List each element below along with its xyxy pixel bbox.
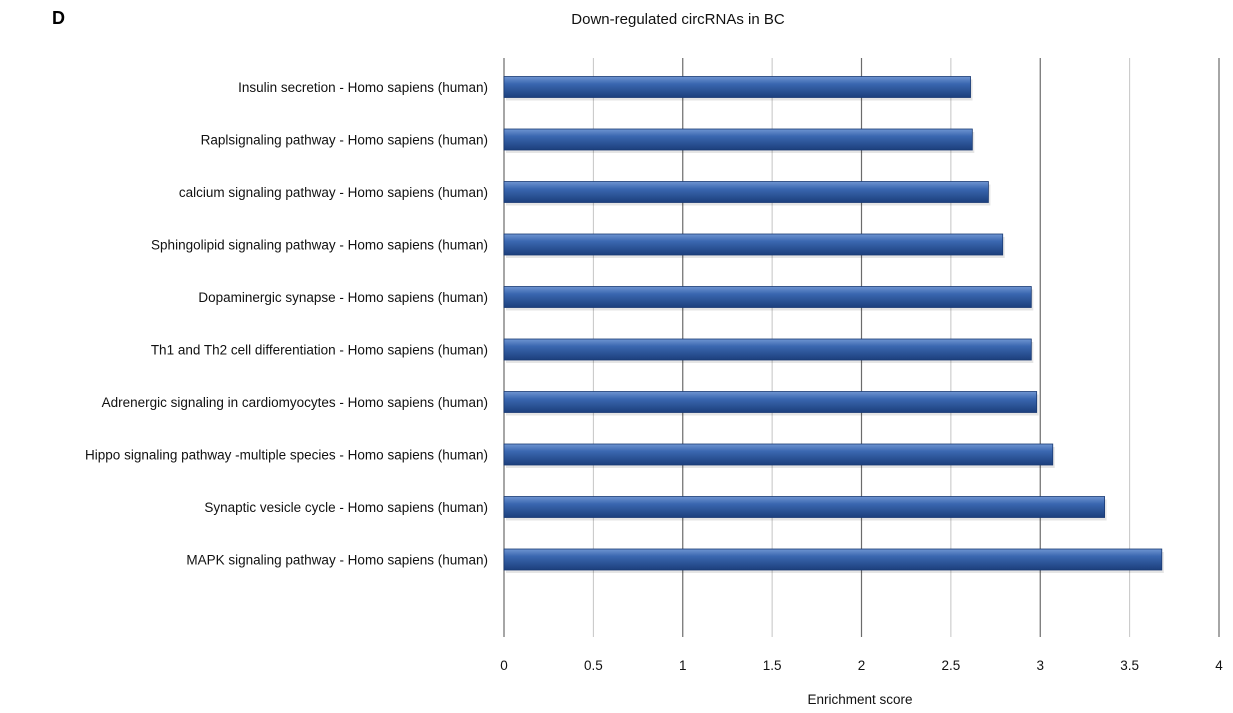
chart-title: Down-regulated circRNAs in BC xyxy=(571,11,785,28)
bar xyxy=(503,443,1054,466)
bar xyxy=(503,233,1004,256)
category-label: Dopaminergic synapse - Homo sapiens (hum… xyxy=(198,290,488,305)
x-tick-label: 1.5 xyxy=(763,658,782,673)
bar xyxy=(503,128,973,151)
category-label: Raplsignaling pathway - Homo sapiens (hu… xyxy=(201,133,488,148)
bar xyxy=(503,496,1105,518)
bars xyxy=(503,76,1164,573)
category-label: Synaptic vesicle cycle - Homo sapiens (h… xyxy=(204,500,488,515)
bar xyxy=(503,548,1163,571)
x-tick-label: 0 xyxy=(500,658,508,673)
bar xyxy=(503,338,1032,361)
x-tick-labels: 0 0.5 1 1.5 2 2.5 3 3.5 4 xyxy=(500,658,1223,673)
x-tick-label: 1 xyxy=(679,658,687,673)
category-label: Insulin secretion - Homo sapiens (human) xyxy=(238,80,488,95)
category-label: MAPK signaling pathway - Homo sapiens (h… xyxy=(186,553,488,568)
bar xyxy=(503,76,971,98)
category-label: Hippo signaling pathway -multiple specie… xyxy=(85,448,488,463)
x-tick-label: 3.5 xyxy=(1120,658,1139,673)
category-labels: Insulin secretion - Homo sapiens (human)… xyxy=(85,80,488,568)
x-tick-label: 2.5 xyxy=(941,658,960,673)
category-label: calcium signaling pathway - Homo sapiens… xyxy=(179,185,488,200)
x-tick-label: 0.5 xyxy=(584,658,603,673)
x-tick-label: 3 xyxy=(1036,658,1044,673)
x-tick-label: 4 xyxy=(1215,658,1223,673)
x-axis-title: Enrichment score xyxy=(807,692,912,707)
x-tick-label: 2 xyxy=(858,658,866,673)
category-label: Sphingolipid signaling pathway - Homo sa… xyxy=(151,238,488,253)
category-label: Th1 and Th2 cell differentiation - Homo … xyxy=(151,343,488,358)
bar xyxy=(503,391,1038,413)
panel-label: D xyxy=(52,8,65,28)
category-label: Adrenergic signaling in cardiomyocytes -… xyxy=(102,395,488,410)
bar xyxy=(503,286,1032,308)
bar xyxy=(503,181,989,203)
